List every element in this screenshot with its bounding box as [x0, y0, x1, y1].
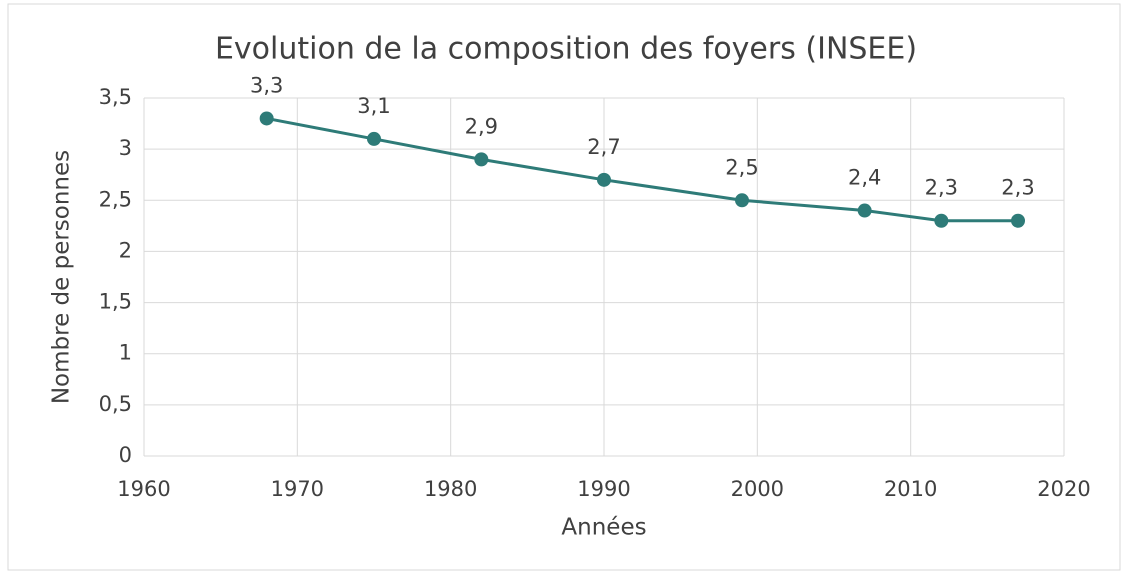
- y-tick-label: 2: [119, 238, 132, 262]
- data-line: [266, 116, 1018, 223]
- x-tick-label: 1970: [271, 477, 324, 501]
- chart-frame: [7, 3, 1121, 571]
- y-tick-label: 1,5: [99, 290, 132, 314]
- data-label: 2,7: [587, 135, 620, 159]
- y-tick-label: 0,5: [99, 392, 132, 416]
- y-tick-label: 0: [119, 443, 132, 467]
- data-label: 3,3: [250, 73, 283, 97]
- data-label: 2,9: [465, 114, 498, 138]
- x-tick-label: 2020: [1037, 477, 1090, 501]
- x-tick-label: 1960: [117, 477, 170, 501]
- data-label: 3,1: [357, 94, 390, 118]
- data-label: 2,3: [925, 176, 958, 200]
- y-tick-label: 1: [119, 341, 132, 365]
- data-point: [597, 172, 611, 187]
- data-label: 2,4: [848, 166, 881, 190]
- data-label: 2,3: [1001, 176, 1034, 200]
- data-point: [857, 203, 872, 218]
- data-label: 2,5: [725, 155, 758, 179]
- x-tick-label: 1980: [424, 477, 477, 501]
- data-point: [934, 213, 949, 228]
- x-tick-label: 2010: [884, 477, 937, 501]
- y-tick-label: 2,5: [99, 187, 132, 211]
- chart-title: Evolution de la composition des foyers (…: [215, 32, 917, 67]
- x-tick-label: 1990: [577, 477, 630, 501]
- data-point: [735, 193, 749, 208]
- data-point: [367, 131, 381, 146]
- data-point: [1011, 213, 1025, 228]
- data-point: [259, 111, 274, 126]
- y-tick-label: 3,5: [99, 85, 132, 109]
- x-tick-label: 2000: [731, 477, 784, 501]
- y-tick-label: 3: [119, 136, 132, 160]
- x-axis-title: Années: [561, 515, 646, 541]
- data-point: [474, 152, 489, 167]
- y-axis-title: Nombre de personnes: [49, 150, 75, 404]
